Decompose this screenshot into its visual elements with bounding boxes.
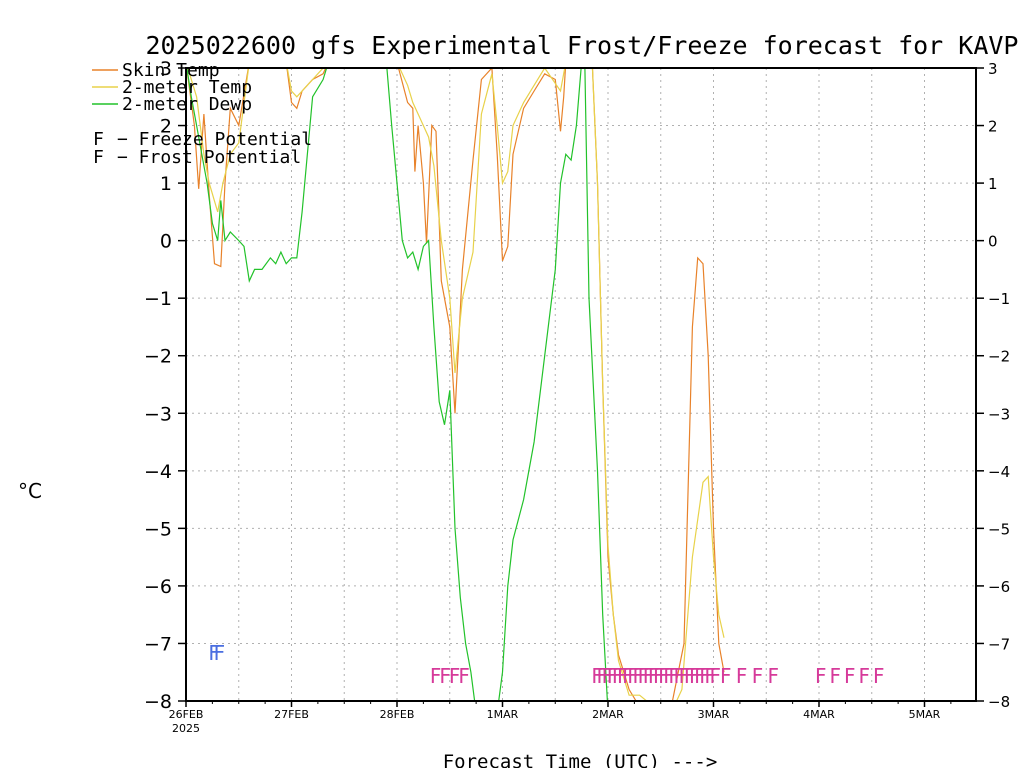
freeze-mark: F [617, 664, 629, 688]
freeze-mark: F [643, 664, 655, 688]
y-tick-label: 1 [160, 173, 172, 195]
y-tick-label-right: −2 [988, 348, 1010, 366]
freeze-mark: F [699, 664, 711, 688]
y-tick-label-right: −5 [988, 520, 1010, 538]
y-tick-label: −8 [144, 691, 172, 713]
freeze-mark: F [694, 664, 706, 688]
freeze-mark: F [668, 664, 680, 688]
y-tick-label: 0 [160, 231, 172, 253]
x-tick-label: 2MAR [592, 708, 624, 721]
y-tick-label: −2 [144, 346, 172, 368]
y-tick-label-right: 3 [988, 60, 998, 78]
y-tick-label-right: −6 [988, 578, 1010, 596]
series-line-skin-temp [186, 68, 725, 701]
freeze-mark: F [449, 664, 461, 688]
legend-mark-label: − Freeze Potential [117, 129, 312, 150]
series-line-2-meter-temp [187, 68, 725, 701]
freeze-mark: F [653, 664, 665, 688]
y-tick-label-right: 0 [988, 233, 998, 251]
y-tick-label-right: 2 [988, 118, 998, 136]
legend-mark-symbol: F [93, 147, 104, 168]
legend-mark-label: − Frost Potential [117, 147, 301, 168]
freeze-mark: F [768, 664, 780, 688]
freeze-mark: F [752, 664, 764, 688]
y-axis-ticks: −8 −8 −7 −7 −6 −6 −5 −5 −4 −4 −3 −3 −2 −2 −1 −1 0 0 1 1 2 2 3 3 [144, 58, 1010, 713]
x-tick-label: 1MAR [487, 708, 519, 721]
freeze-mark: F [622, 664, 634, 688]
x-tick-label: 4MAR [803, 708, 835, 721]
freeze-mark: F [704, 664, 716, 688]
freeze-mark: F [844, 664, 856, 688]
freeze-mark: F [632, 664, 644, 688]
y-tick-label: 2 [160, 116, 172, 138]
freeze-mark: F [591, 664, 603, 688]
legend-label: 2-meter Dewp [122, 94, 252, 115]
frost-mark: F [208, 641, 220, 665]
freeze-mark: F [627, 664, 639, 688]
y-tick-label: −4 [144, 461, 172, 483]
freeze-mark: F [648, 664, 660, 688]
freeze-mark: F [736, 664, 748, 688]
x-tick-label: 5MAR [909, 708, 941, 721]
freeze-mark: F [612, 664, 624, 688]
freeze-mark: F [859, 664, 871, 688]
freeze-mark: F [430, 664, 442, 688]
x-tick-label: 3MAR [698, 708, 730, 721]
freeze-mark: F [710, 664, 722, 688]
y-tick-label: −6 [144, 576, 172, 598]
y-tick-label: −3 [144, 403, 172, 425]
x-tick-label: 28FEB [380, 708, 415, 721]
x-tick-sublabel: 2025 [172, 722, 200, 735]
x-axis-label: Forecast Time (UTC) ---> [443, 751, 718, 768]
y-tick-label-right: −8 [988, 693, 1010, 711]
x-tick-label: 27FEB [274, 708, 309, 721]
grid [186, 67, 976, 702]
y-tick-label: −1 [144, 288, 172, 310]
y-axis-label: °C [18, 479, 42, 503]
legend-label: Skin Temp [122, 60, 220, 81]
y-tick-label-right: −4 [988, 463, 1010, 481]
series-lines [186, 68, 725, 701]
x-tick-label: 26FEB [169, 708, 204, 721]
freeze-mark: F [638, 664, 650, 688]
y-tick-label: 3 [160, 58, 172, 80]
freeze-mark: F [607, 664, 619, 688]
plot-frame [185, 67, 977, 702]
freeze-mark: F [689, 664, 701, 688]
y-tick-label-right: −7 [988, 635, 1010, 653]
series-line-2-meter-dewp [186, 68, 608, 701]
freeze-mark: F [602, 664, 614, 688]
freeze-mark: F [679, 664, 691, 688]
legend-mark-symbol: F [93, 129, 104, 150]
freeze-mark: F [674, 664, 686, 688]
y-tick-label: −7 [144, 633, 172, 655]
freeze-mark: F [830, 664, 842, 688]
frost-mark: F [214, 641, 226, 665]
freeze-mark: F [873, 664, 885, 688]
freeze-mark: F [663, 664, 675, 688]
y-tick-label-right: −3 [988, 405, 1010, 423]
freeze-mark: F [815, 664, 827, 688]
freeze-mark: F [458, 664, 470, 688]
y-tick-label-right: 1 [988, 175, 998, 193]
freeze-mark: F [684, 664, 696, 688]
freeze-mark: F [720, 664, 732, 688]
y-tick-label: −5 [144, 518, 172, 540]
freeze-mark: F [439, 664, 451, 688]
legend-label: 2-meter Temp [122, 77, 252, 98]
freeze-mark: F [658, 664, 670, 688]
y-tick-label-right: −1 [988, 290, 1010, 308]
chart-title: 2025022600 gfs Experimental Frost/Freeze… [146, 31, 1019, 60]
freeze-mark: F [596, 664, 608, 688]
